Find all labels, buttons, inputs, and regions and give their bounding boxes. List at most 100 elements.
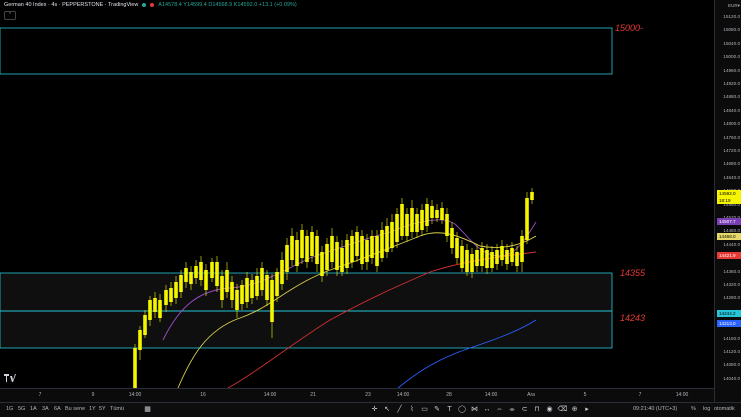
candle: [495, 250, 499, 264]
candle: [240, 285, 244, 304]
timeframe-button[interactable]: 5Y: [99, 406, 106, 412]
time-tick-label: 9: [91, 392, 95, 398]
time-tick-label: 14:00: [128, 392, 142, 398]
candle: [325, 244, 329, 270]
timeframe-button[interactable]: Tümü: [110, 406, 125, 412]
price-tick-label: 14520.0: [723, 215, 740, 220]
timeframe-button[interactable]: 5G: [18, 406, 26, 412]
candle: [164, 290, 168, 305]
candle: [490, 252, 494, 268]
time-axis[interactable]: 7 9 14:00 16 14:00 21 23 14:00 28 14:00 Ara 5 7 14:00: [0, 388, 714, 403]
candle: [148, 300, 152, 320]
candle: [340, 248, 344, 272]
price-tick-label: 14760.0: [723, 134, 740, 140]
price-tick-label: 14960.0: [723, 67, 740, 73]
candle: [350, 236, 354, 262]
candle: [445, 214, 449, 236]
measure-icon[interactable]: ⌯: [509, 406, 515, 413]
candle: [395, 214, 399, 242]
candle: [365, 240, 369, 262]
trash-icon[interactable]: ⌫: [557, 406, 568, 413]
timeframe-button[interactable]: 1G: [6, 406, 14, 412]
candle: [435, 210, 439, 218]
lock-icon[interactable]: ⊓: [534, 406, 540, 413]
arrow-right-icon[interactable]: ▸: [585, 406, 589, 413]
candle: [138, 330, 142, 350]
support-zone-14355[interactable]: [0, 272, 613, 349]
tradingview-logo-icon[interactable]: [4, 374, 16, 384]
candle: [210, 262, 214, 278]
currency-selector[interactable]: EUR▾: [727, 3, 740, 8]
timeframe-button[interactable]: 3A: [42, 406, 49, 412]
candle: [470, 254, 474, 272]
candle: [415, 214, 419, 232]
text-icon[interactable]: T: [447, 406, 452, 413]
candle: [158, 300, 162, 318]
auto-scale-toggle[interactable]: otomatik: [714, 406, 735, 412]
price-tag: 14592.0: [717, 190, 741, 197]
fib-icon[interactable]: ⌇: [410, 406, 414, 413]
calendar-range-icon[interactable]: ▦: [144, 406, 151, 413]
candle: [143, 315, 147, 335]
candle: [515, 252, 519, 266]
timeframe-button[interactable]: 6A: [54, 406, 61, 412]
percent-toggle[interactable]: %: [691, 406, 696, 412]
clock[interactable]: 09:21:40 (UTC+3): [633, 406, 678, 412]
ma-yellow-line: [177, 232, 537, 388]
pattern-icon[interactable]: ⋈: [471, 406, 478, 413]
price-axis[interactable]: EUR▾ 15120.0 15080.0 15040.0 15000.0 14960.0…: [714, 0, 741, 416]
price-tag: 14213.0: [717, 320, 741, 327]
candle: [265, 275, 269, 300]
price-tick-label: 15000.0: [723, 54, 740, 60]
candle: [345, 240, 349, 268]
ruler-icon[interactable]: ⇔: [496, 406, 503, 413]
candle: [270, 280, 274, 322]
candle: [480, 248, 484, 266]
price-tick-label: 14880.0: [723, 94, 740, 100]
arrow-icon[interactable]: ↔: [483, 406, 491, 413]
rectangle-icon[interactable]: ▭: [421, 406, 428, 413]
candle: [204, 270, 208, 290]
candle: [400, 204, 404, 236]
candle: [133, 348, 137, 388]
trend-line-icon[interactable]: ╱: [397, 406, 402, 413]
price-tick-label: 14560.0: [723, 201, 740, 207]
time-tick-label: 7: [38, 392, 42, 398]
price-tag: 14507.7: [717, 218, 741, 225]
ma-blue-line: [397, 319, 537, 388]
candle: [430, 206, 434, 218]
timeframe-button[interactable]: 1Y: [89, 406, 96, 412]
chevron-up-icon[interactable]: ⌃: [4, 11, 16, 20]
price-chart[interactable]: [0, 0, 714, 388]
symbol-title[interactable]: German 40 Index · 4s · PEPPERSTONE · Tra…: [4, 2, 139, 8]
resistance-zone-15000[interactable]: [0, 27, 613, 75]
alert-status-icon: [150, 3, 155, 7]
candle: [420, 210, 424, 230]
chart-pane[interactable]: German 40 Index · 4s · PEPPERSTONE · Tra…: [0, 0, 714, 388]
time-tick-label: 14:00: [263, 392, 277, 398]
time-tick-label: 14:00: [675, 392, 689, 398]
candle: [153, 298, 157, 312]
candle: [225, 270, 229, 292]
price-tick-label: 14440.0: [723, 241, 740, 247]
eye-icon[interactable]: ◉: [546, 406, 553, 413]
zoom-icon[interactable]: ⊕: [571, 406, 578, 413]
ellipse-icon[interactable]: ◯: [458, 406, 466, 413]
cursor-icon[interactable]: ↖: [384, 406, 390, 413]
candle: [315, 236, 319, 264]
candle: [455, 238, 459, 258]
price-tick-label: 14720.0: [723, 148, 740, 153]
candle: [410, 208, 414, 232]
symbol-legend: German 40 Index · 4s · PEPPERSTONE · Tra…: [4, 2, 297, 8]
timeframe-button[interactable]: 1A: [30, 406, 37, 412]
log-toggle[interactable]: log: [703, 406, 711, 412]
crosshair-icon[interactable]: ✛: [371, 406, 378, 413]
candle: [385, 226, 389, 252]
timeframe-button[interactable]: Bu sene: [65, 406, 86, 412]
candle: [230, 282, 234, 300]
candle: [174, 282, 178, 298]
brush-icon[interactable]: ✎: [434, 406, 440, 413]
magnet-icon[interactable]: ⊂: [521, 406, 528, 413]
candle: [189, 272, 193, 284]
candle: [370, 236, 374, 258]
